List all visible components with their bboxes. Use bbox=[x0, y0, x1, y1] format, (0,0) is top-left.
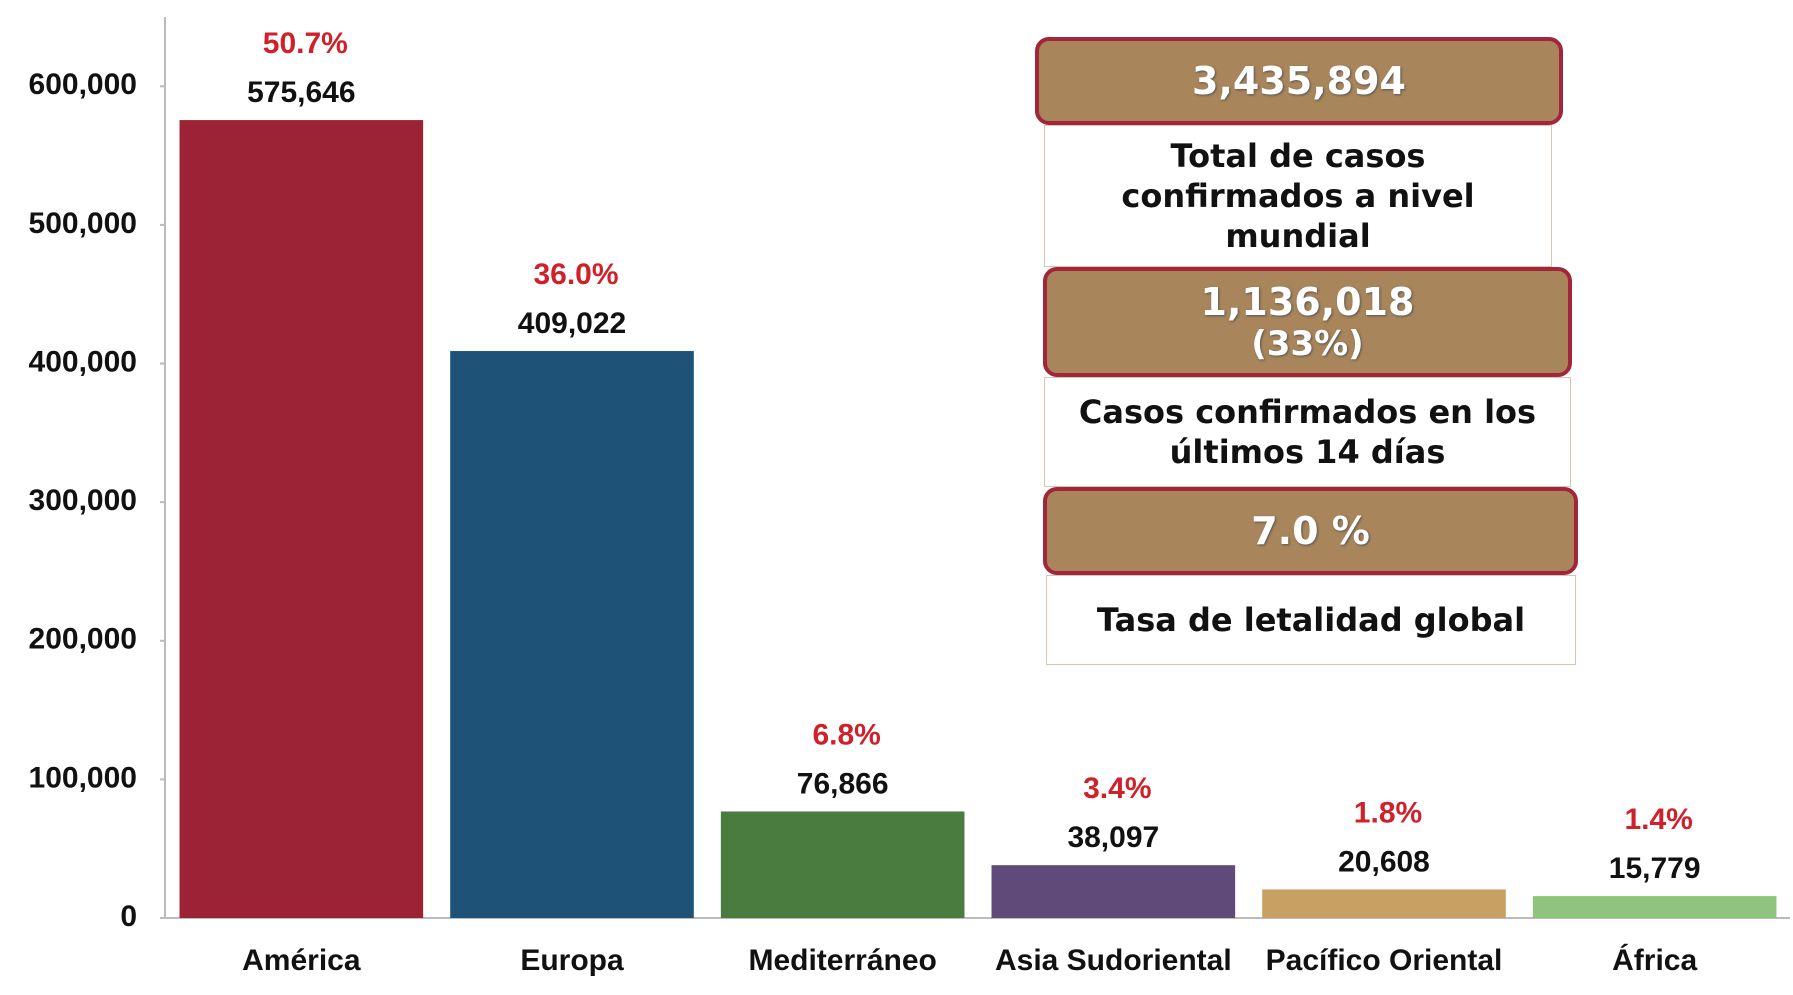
bar bbox=[1262, 889, 1506, 918]
y-tick-label: 500,000 bbox=[29, 207, 137, 240]
value-label: 76,866 bbox=[797, 767, 889, 800]
x-tick-label: Europa bbox=[520, 944, 624, 977]
percent-label: 1.8% bbox=[1354, 796, 1422, 829]
y-tick-label: 600,000 bbox=[29, 68, 137, 101]
stat-label: Total de casos confirmados a nivel mundi… bbox=[1044, 125, 1552, 267]
y-tick-label: 100,000 bbox=[29, 761, 137, 794]
bar bbox=[450, 351, 694, 918]
x-tick-label: África bbox=[1612, 943, 1697, 977]
percent-label: 3.4% bbox=[1083, 772, 1151, 805]
percent-label: 6.8% bbox=[812, 718, 880, 751]
stat-label: Casos confirmados en los últimos 14 días bbox=[1044, 377, 1571, 487]
value-label: 409,022 bbox=[518, 307, 626, 340]
bar bbox=[720, 811, 965, 918]
bar bbox=[179, 120, 424, 918]
percent-label: 36.0% bbox=[533, 258, 618, 291]
bar bbox=[1532, 896, 1777, 918]
percent-label: 50.7% bbox=[263, 27, 348, 60]
y-tick-label: 300,000 bbox=[29, 484, 137, 517]
stat-box: 7.0 % bbox=[1043, 487, 1578, 575]
y-tick-label: 0 bbox=[120, 900, 137, 933]
bar bbox=[991, 865, 1236, 918]
x-tick-label: Asia Sudoriental bbox=[995, 944, 1232, 977]
stat-sub: (33%) bbox=[1251, 324, 1364, 364]
value-label: 38,097 bbox=[1067, 821, 1159, 854]
stat-value: 3,435,894 bbox=[1192, 59, 1406, 103]
stat-label: Tasa de letalidad global bbox=[1046, 575, 1576, 665]
x-tick-label: Pacífico Oriental bbox=[1266, 944, 1503, 977]
stat-box: 3,435,894 bbox=[1035, 37, 1563, 125]
y-tick-label: 200,000 bbox=[29, 623, 137, 656]
value-label: 20,608 bbox=[1338, 845, 1430, 878]
x-tick-label: Mediterráneo bbox=[748, 944, 936, 977]
value-label: 575,646 bbox=[247, 76, 355, 109]
stat-value: 7.0 % bbox=[1251, 509, 1370, 553]
x-tick-label: América bbox=[242, 944, 361, 977]
y-tick-label: 400,000 bbox=[29, 345, 137, 378]
value-label: 15,779 bbox=[1609, 852, 1701, 885]
stat-value: 1,136,018 bbox=[1200, 280, 1415, 324]
percent-label: 1.4% bbox=[1624, 803, 1692, 836]
stat-box: 1,136,018 (33%) bbox=[1043, 267, 1572, 377]
